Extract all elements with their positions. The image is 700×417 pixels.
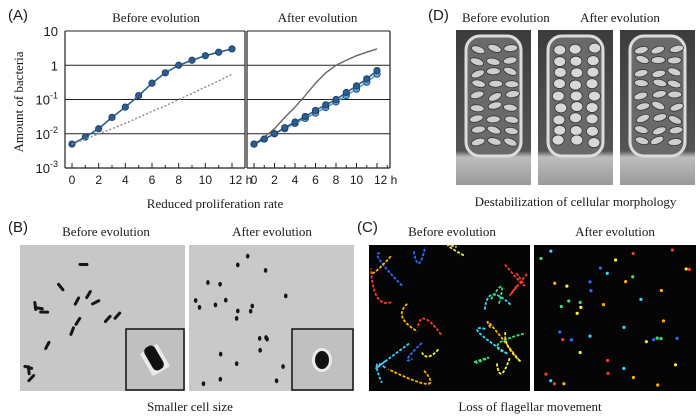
x-tick-label: 12 h	[229, 173, 252, 187]
data-point	[301, 112, 309, 121]
x-tick-label: 0	[69, 173, 76, 187]
data-point	[161, 69, 169, 77]
tracks-after	[534, 245, 696, 391]
x-tick-label: 4	[122, 173, 129, 187]
data-point	[108, 113, 116, 122]
y-tick-labels: 10-3 10-2 10-1 1 10	[36, 24, 58, 176]
flagellar-tracking-images	[369, 245, 696, 391]
data-point	[95, 125, 103, 133]
data-point	[332, 95, 340, 104]
x-tick-label: 2	[95, 173, 102, 187]
data-point	[363, 75, 371, 83]
panel-c-title-after: After evolution	[575, 224, 655, 239]
panel-b-title-before: Before evolution	[62, 224, 150, 239]
panel-a-xlabel: Reduced proliferation rate	[146, 196, 284, 211]
y-tick-label: 10-2	[36, 125, 58, 142]
x-tick-label: 12 h	[374, 173, 397, 187]
x-tick-label: 0	[251, 173, 258, 187]
data-point	[291, 118, 299, 126]
data-point	[188, 56, 196, 64]
y-tick-label: 1	[51, 58, 58, 73]
panel-c-title-before: Before evolution	[408, 224, 496, 239]
panel-b-caption: Smaller cell size	[147, 399, 233, 414]
plot-before-evolution	[64, 30, 246, 169]
plot-after-evolution	[246, 30, 391, 169]
panel-b-title-after: After evolution	[232, 224, 312, 239]
data-point	[121, 103, 129, 111]
data-point	[270, 130, 279, 138]
mother-machine-micrographs	[456, 30, 695, 185]
x-tick-label: 6	[312, 173, 319, 187]
panel-b-label: (B)	[8, 219, 28, 236]
x-tick-label: 10	[350, 173, 364, 187]
panel-d-title-after: After evolution	[580, 10, 660, 25]
x-tick-label: 8	[175, 173, 182, 187]
data-point	[228, 45, 236, 53]
panel-d-caption: Destabilization of cellular morphology	[474, 194, 677, 209]
data-point	[148, 79, 156, 87]
panel-a-title-after: After evolution	[277, 10, 358, 25]
data-point	[201, 52, 209, 60]
data-point	[135, 91, 143, 100]
data-point	[215, 48, 223, 56]
panel-a-label: (A)	[8, 7, 28, 24]
data-point	[260, 135, 268, 143]
data-point	[250, 140, 258, 148]
x-tick-label: 8	[333, 173, 340, 187]
data-point	[175, 61, 183, 69]
panel-c-caption: Loss of flagellar movement	[458, 399, 602, 414]
x-tick-labels: 0 2 4 6 8 10 12 h0 2 4 6 8 10 12 h	[69, 173, 398, 187]
data-point	[322, 101, 330, 109]
x-tick-label: 10	[199, 173, 213, 187]
x-tick-label: 6	[149, 173, 156, 187]
y-tick-label: 10-3	[36, 159, 58, 176]
y-tick-label: 10	[44, 24, 58, 39]
tracks-before	[369, 245, 530, 391]
x-tick-label: 2	[271, 173, 278, 187]
chart-ylabel: Amount of bacteria	[11, 51, 26, 152]
series-line	[71, 73, 233, 145]
panel-d-title-before: Before evolution	[462, 10, 550, 25]
data-point	[311, 106, 320, 115]
panel-a-title-before: Before evolution	[112, 10, 200, 25]
panel-d-label: (D)	[428, 7, 449, 24]
data-point	[342, 88, 350, 97]
panel-c-label: (C)	[357, 219, 378, 236]
y-tick-label: 10-1	[36, 91, 58, 108]
cell-size-micrographs	[20, 245, 354, 391]
series-line	[253, 48, 378, 145]
data-point	[281, 124, 289, 132]
data-point	[373, 66, 381, 75]
data-point	[352, 82, 361, 90]
x-tick-label: 4	[292, 173, 299, 187]
